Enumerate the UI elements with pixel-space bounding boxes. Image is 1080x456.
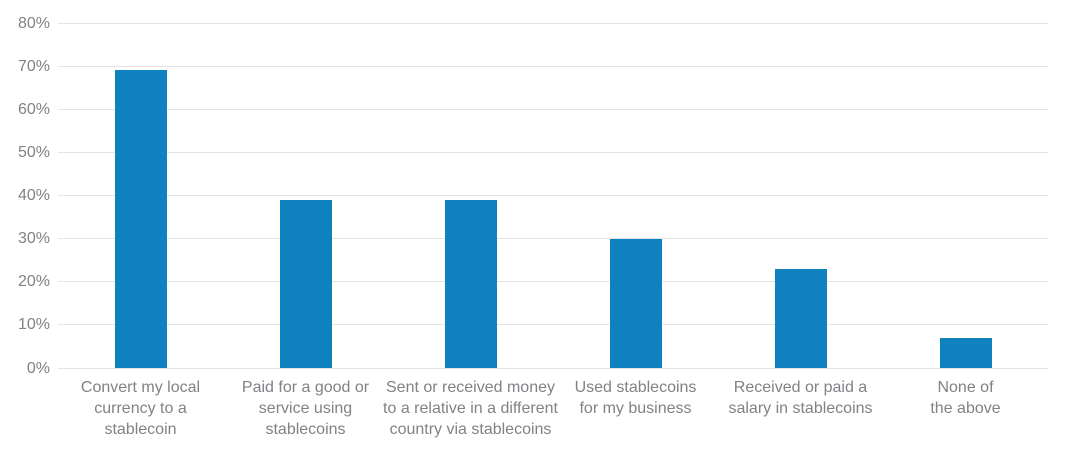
x-tick-label-line: None of	[937, 379, 994, 396]
y-tick-label: 70%	[17, 57, 50, 75]
gridline	[58, 151, 1048, 153]
gridline	[58, 367, 1048, 369]
y-axis: 0% 10% 20% 30% 40% 50% 60% 70% 80%	[0, 0, 50, 456]
x-tick-label-line: to a relative in a different	[383, 400, 558, 417]
x-tick-label-line: country via stablecoins	[389, 421, 552, 438]
x-tick-label-line: Convert my local	[80, 379, 201, 396]
x-tick-label-line: salary in stablecoins	[728, 400, 873, 417]
x-tick-label: Convert my local currency to a stablecoin	[81, 377, 200, 440]
y-tick-label: 0%	[26, 359, 50, 377]
x-tick-label-line: stablecoins	[265, 421, 346, 438]
x-tick-label: Used stablecoins for my business	[575, 377, 697, 419]
x-tick-label-line: Paid for a good or	[241, 379, 370, 396]
x-tick-label-line: stablecoin	[104, 421, 177, 438]
x-axis: Convert my local currency to a stablecoin P…	[58, 377, 1048, 452]
bar-1	[114, 70, 167, 368]
gridline	[58, 324, 1048, 326]
y-tick-label: 10%	[17, 316, 50, 334]
bar-6	[939, 337, 992, 368]
y-tick-label: 20%	[17, 273, 50, 291]
x-tick-label: Sent or received money to a relative in a…	[383, 377, 558, 440]
bar-4	[609, 238, 662, 368]
plot-area	[58, 22, 1048, 369]
gridline	[58, 22, 1048, 24]
y-tick-label: 80%	[17, 14, 50, 32]
gridline	[58, 108, 1048, 110]
gridline	[58, 195, 1048, 196]
x-tick-label-line: the above	[930, 400, 1001, 417]
gridline	[58, 65, 1048, 67]
gridline	[58, 281, 1048, 283]
y-tick-label: 60%	[17, 100, 50, 118]
x-tick-label: None of the above	[930, 377, 1000, 419]
x-tick-label-line: Sent or received money	[386, 379, 555, 396]
x-tick-label-line: for my business	[579, 400, 692, 417]
gridline	[58, 238, 1048, 240]
x-tick-label-line: currency to a	[94, 400, 187, 417]
y-tick-label: 50%	[17, 143, 50, 161]
x-tick-label: Paid for a good or service using stablecoi…	[242, 377, 369, 440]
x-tick-label-line: Used stablecoins	[574, 379, 697, 396]
x-tick-label-line: Received or paid a	[733, 379, 868, 396]
bar-3	[444, 199, 497, 368]
bar-5	[774, 268, 827, 368]
y-tick-label: 30%	[17, 230, 50, 248]
x-tick-label-line: service using	[258, 400, 353, 417]
bar-2	[279, 199, 332, 368]
x-tick-label: Received or paid a salary in stablecoins	[728, 377, 872, 419]
y-tick-label: 40%	[17, 187, 50, 204]
